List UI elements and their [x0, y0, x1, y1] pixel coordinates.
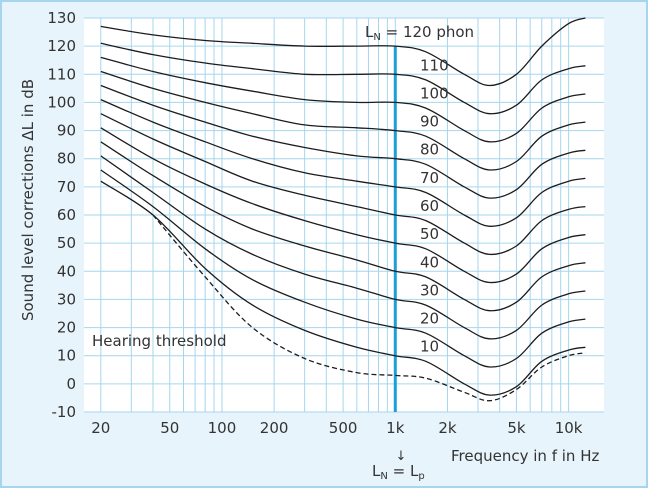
- phon-label: 60: [420, 197, 439, 215]
- y-tick-label: 90: [57, 122, 76, 140]
- top-label-rest: = 120 phon: [381, 23, 474, 41]
- phon-label: 30: [420, 281, 439, 299]
- x-axis-label: Frequency in f in Hz: [451, 447, 599, 465]
- y-tick-label: 120: [47, 37, 76, 55]
- y-tick-label: 130: [47, 9, 76, 27]
- y-tick-label: 110: [47, 65, 76, 83]
- hearing-threshold-curve: [152, 214, 586, 402]
- hearing-threshold-label: Hearing threshold: [92, 332, 226, 350]
- bottom-equation: LN = Lp: [372, 462, 425, 482]
- y-tick-label: 70: [57, 178, 76, 196]
- bottom-sub2: p: [418, 471, 424, 482]
- y-tick-label: 80: [57, 150, 76, 168]
- phon-curve: [100, 84, 586, 199]
- phon-label: 20: [420, 310, 439, 328]
- phon-curve: [100, 141, 586, 312]
- x-tick-label: 500: [329, 419, 358, 437]
- phon-curve: [100, 113, 586, 256]
- phon-curve: [100, 56, 586, 143]
- bottom-sub1: N: [380, 471, 387, 482]
- bottom-L1: L: [372, 462, 381, 480]
- x-tick-labels: 20 50 100 200 500 1k 2k 5k 10k: [91, 419, 583, 437]
- phon-label: 70: [420, 169, 439, 187]
- top-label-L: L: [365, 23, 374, 41]
- phon-labels: 110 100 90 80 70 60 50 40 30 20 10: [420, 56, 449, 355]
- x-tick-label: 200: [260, 419, 289, 437]
- phon-label: 40: [420, 253, 439, 271]
- y-tick-label: 30: [57, 290, 76, 308]
- phon-curve: [100, 155, 586, 340]
- phon-label: 10: [420, 338, 439, 356]
- phon-curve: [100, 17, 586, 87]
- x-tick-label: 100: [208, 419, 237, 437]
- phon-curve: [100, 180, 586, 396]
- x-tick-label: 5k: [507, 419, 526, 437]
- y-tick-label: 60: [57, 206, 76, 224]
- y-tick-label: 0: [66, 375, 76, 393]
- y-axis-label: Sound level corrections ΔL in dB: [19, 79, 37, 321]
- phon-label: 80: [420, 141, 439, 159]
- y-tick-label: 20: [57, 319, 76, 337]
- phon-label: 50: [420, 225, 439, 243]
- phon-label: 110: [420, 56, 449, 74]
- x-tick-label: 20: [91, 419, 110, 437]
- phon-label: 90: [420, 113, 439, 131]
- top-label-sub: N: [373, 32, 380, 43]
- phon-curve: [100, 70, 586, 171]
- bottom-eq: = L: [388, 462, 419, 480]
- bottom-arrow: ↓: [396, 449, 407, 464]
- x-tick-label: 1k: [386, 419, 405, 437]
- curves: [100, 17, 586, 402]
- x-tick-label: 2k: [438, 419, 457, 437]
- y-tick-label: 10: [57, 347, 76, 365]
- x-tick-label: 10k: [555, 419, 583, 437]
- y-tick-label: -10: [52, 403, 77, 421]
- y-tick-label: 50: [57, 234, 76, 252]
- y-tick-label: 100: [47, 93, 76, 111]
- y-tick-label: 40: [57, 262, 76, 280]
- phon-label: 100: [420, 84, 449, 102]
- phon-curve: [100, 99, 586, 227]
- phon-curve: [100, 127, 586, 284]
- phon-curve: [100, 169, 586, 368]
- y-tick-labels: -10 0 10 20 30 40 50 60 70 80 90 100 110 120 130: [47, 9, 76, 421]
- phon-curve: [100, 42, 586, 115]
- top-phon-label: LN = 120 phon: [365, 23, 474, 43]
- x-tick-label: 50: [160, 419, 179, 437]
